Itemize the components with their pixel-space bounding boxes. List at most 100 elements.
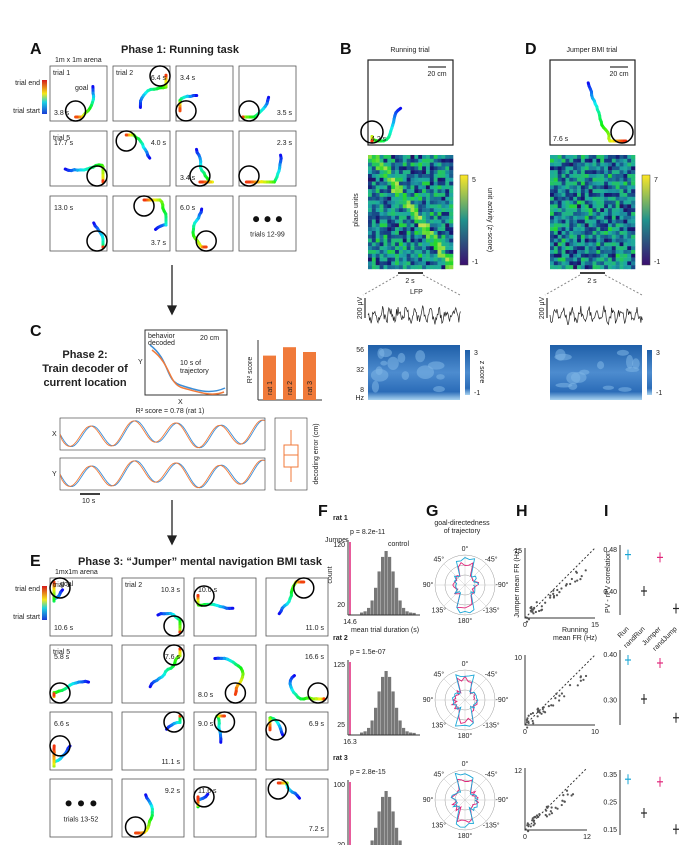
heatmap-cell	[607, 200, 613, 205]
heatmap-cell	[418, 196, 423, 201]
polar-label: 90°	[423, 696, 434, 704]
heatmap-cell	[379, 242, 384, 247]
heatmap-cell	[588, 162, 593, 167]
heatmap-cell	[631, 238, 636, 243]
heatmap-cell	[584, 215, 589, 220]
colorbar-tick: -1	[654, 259, 660, 266]
heatmap-cell	[573, 219, 578, 224]
heatmap-cell	[410, 223, 415, 228]
trace	[59, 459, 265, 489]
heatmap-cell	[375, 265, 380, 270]
heatmap-cell	[422, 170, 427, 175]
trajectory	[148, 647, 182, 689]
scatter-point	[531, 712, 535, 715]
heatmap-cell	[383, 227, 388, 232]
heatmap-cell	[615, 227, 620, 232]
heatmap-cell	[391, 238, 396, 243]
arena-tile	[112, 195, 171, 252]
heatmap-cell	[604, 155, 609, 159]
heatmap-cell	[445, 196, 450, 201]
heatmap-cell	[414, 158, 419, 163]
heatmap-cell	[577, 212, 582, 216]
heatmap-cell	[418, 166, 423, 171]
heatmap-cell	[429, 242, 434, 247]
arena-tile	[49, 577, 113, 637]
lfp-label: LFP	[410, 289, 423, 296]
heatmap-cell	[449, 162, 454, 167]
heatmap-cell	[596, 185, 601, 190]
heatmap-cell	[406, 155, 411, 159]
heatmap-cell	[429, 162, 434, 167]
heatmap-cell	[445, 234, 450, 239]
heatmap-cell	[437, 204, 442, 209]
heatmap-cell	[391, 185, 396, 190]
heatmap-cell	[596, 158, 601, 163]
polar-label: 90°	[423, 796, 434, 804]
heatmap-cell	[379, 204, 384, 209]
heatmap-cell	[402, 250, 407, 254]
y-tick: 25	[337, 722, 345, 729]
heatmap-cell	[627, 238, 632, 243]
heatmap-cell	[611, 177, 616, 182]
heatmap-cell	[398, 246, 404, 251]
heatmap-cell	[577, 246, 582, 251]
heatmap-cell	[565, 227, 570, 232]
heatmap-cell	[557, 227, 562, 232]
heatmap-cell	[418, 170, 423, 175]
heatmap-cell	[573, 189, 578, 194]
heatmap-cell	[604, 265, 609, 270]
heatmap-cell	[418, 257, 423, 262]
heatmap-cell	[573, 162, 578, 167]
heatmap-cell	[573, 253, 578, 258]
heatmap-cell	[561, 177, 566, 182]
heatmap-cell	[414, 215, 419, 220]
heatmap-cell	[623, 177, 628, 182]
heatmap-cell	[577, 265, 582, 270]
trial-time: 4.0 s	[151, 140, 167, 147]
heatmap-cell	[588, 227, 593, 232]
x-tick: 12	[583, 834, 591, 841]
trace	[59, 419, 266, 449]
polar-spoke	[443, 584, 466, 607]
heatmap-cell	[437, 185, 442, 190]
arena-tile	[121, 577, 185, 637]
heatmap-cell	[623, 196, 628, 201]
heatmap-cell	[553, 246, 559, 251]
heatmap-cell	[422, 212, 427, 216]
heatmap-cell	[437, 155, 442, 159]
heatmap-cell	[391, 200, 396, 205]
heatmap-cell	[619, 166, 624, 171]
heatmap-cell	[445, 242, 450, 247]
heatmap-cell	[600, 181, 605, 186]
heatmap-cell	[619, 155, 624, 159]
heatmap-cell	[391, 181, 396, 186]
heatmap-cell	[573, 185, 578, 190]
heatmap-cell	[580, 242, 586, 247]
heatmap-cell	[580, 158, 586, 163]
heatmap-cell	[422, 181, 427, 186]
trajectory-box	[144, 329, 228, 396]
heatmap-cell	[592, 166, 597, 171]
heatmap-cell	[553, 238, 559, 243]
zoom-guide	[422, 274, 461, 296]
heatmap-cell	[368, 200, 373, 205]
heatmap-cell	[580, 219, 586, 224]
heatmap-cell	[449, 231, 454, 235]
heatmap-cell	[371, 231, 377, 235]
trajectory	[268, 716, 285, 737]
heatmap-cell	[619, 177, 624, 182]
heatmap-cell	[410, 170, 415, 175]
heatmap-cell	[398, 253, 404, 258]
panel-label: D	[525, 41, 537, 58]
hist-bar	[405, 611, 409, 615]
heatmap-cell	[604, 174, 609, 178]
heatmap-cell	[441, 170, 446, 175]
heatmap-cell	[418, 208, 423, 213]
scatter-point	[530, 605, 533, 609]
heatmap-cell	[425, 170, 431, 175]
heatmap-cell	[600, 158, 605, 163]
scatter-point	[548, 596, 552, 599]
heatmap-cell	[422, 246, 427, 251]
heatmap-cell	[391, 189, 396, 194]
heatmap-cell	[398, 257, 404, 262]
